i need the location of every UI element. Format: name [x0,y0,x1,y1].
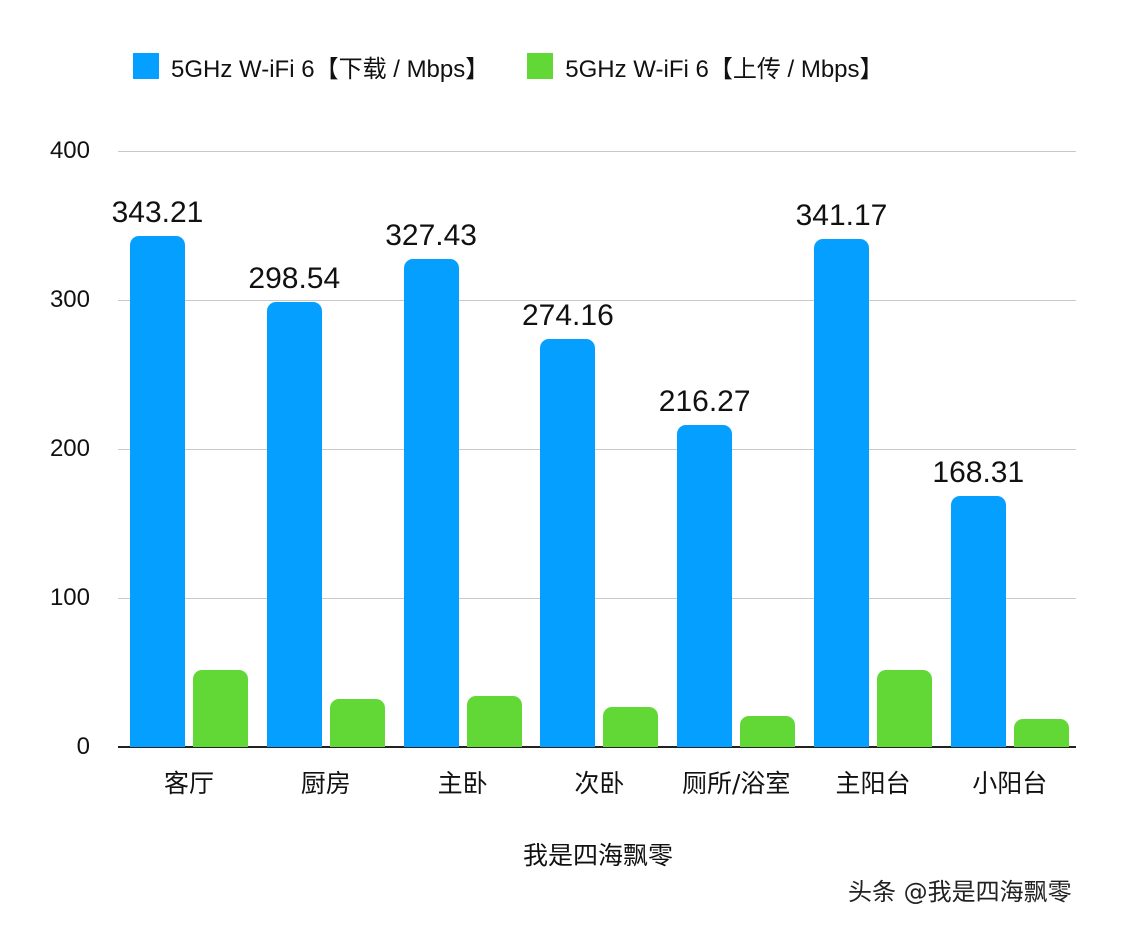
value-label: 216.27 [658,384,751,418]
bar-upload [193,669,248,747]
bar-download [677,424,733,747]
x-tick-label: 主阳台 [835,769,911,798]
legend-swatch-download [133,53,159,79]
bar-upload [603,706,659,747]
value-label: 343.21 [111,195,204,229]
bar-download [266,302,322,747]
watermark: 头条 @我是四海飘零 [848,878,1072,906]
x-tick-label: 客厅 [163,769,214,798]
bar-download [814,238,869,747]
bar-upload [877,669,932,747]
y-tick-label: 100 [49,584,90,611]
bar-download [540,338,596,747]
value-label: 298.54 [248,262,341,296]
legend-label-upload: 5GHz W-iFi 6【上传 / Mbps】 [565,55,884,83]
legend: 5GHz W-iFi 6【下载 / Mbps】 5GHz W-iFi 6【上传 … [133,48,922,84]
x-axis-title: 我是四海飘零 [522,841,673,870]
value-label: 341.17 [795,198,888,232]
gridline [118,598,1076,599]
y-tick-label: 0 [76,733,90,760]
gridline [118,449,1076,450]
bar-upload [740,715,796,747]
legend-label-download: 5GHz W-iFi 6【下载 / Mbps】 [171,55,490,83]
gridline [118,151,1076,152]
legend-item-download: 5GHz W-iFi 6【下载 / Mbps】 [133,49,489,84]
x-tick-label: 次卧 [574,769,625,798]
y-tick-label: 300 [49,286,90,313]
legend-item-upload: 5GHz W-iFi 6【上传 / Mbps】 [527,49,884,84]
x-tick-label: 小阳台 [972,769,1048,798]
x-axis-line [118,746,1076,748]
gridline [118,300,1076,301]
legend-swatch-upload [527,53,554,79]
value-label: 274.16 [522,298,614,332]
value-label: 168.31 [932,456,1025,490]
bar-download [950,496,1006,747]
y-tick-label: 200 [49,435,90,462]
value-label: 327.43 [385,219,477,253]
x-tick-label: 主卧 [437,769,488,798]
plot-area [118,151,1076,748]
y-tick-label: 400 [49,137,90,164]
bar-download [130,235,185,747]
bar-upload [329,699,385,747]
bar-upload [466,696,522,747]
x-tick-label: 厕所/浴室 [681,769,791,798]
bar-download [403,259,459,747]
x-tick-label: 厨房 [300,769,351,798]
bar-upload [1013,718,1069,747]
